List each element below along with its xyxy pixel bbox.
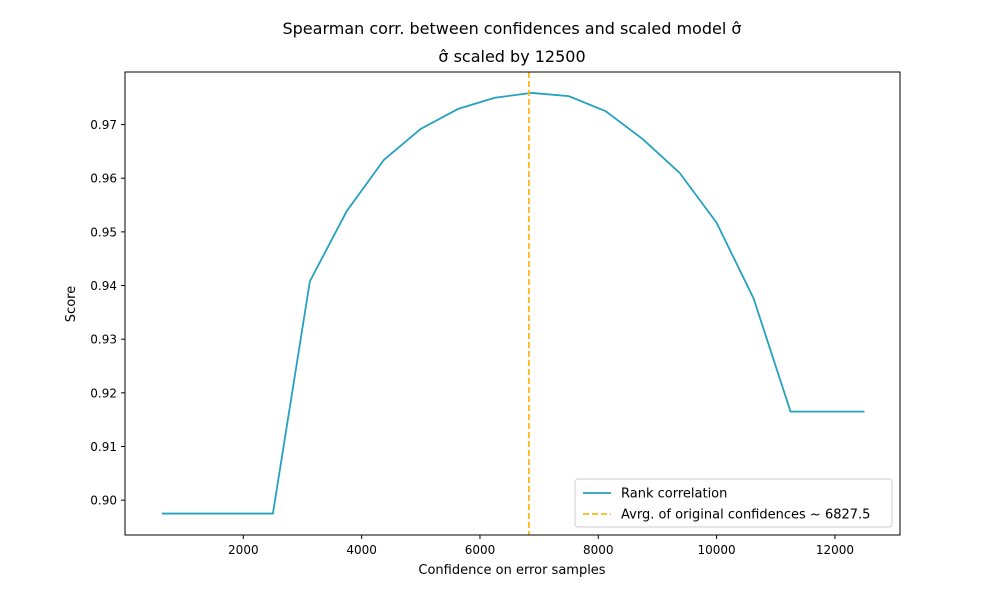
plot-area [161, 72, 865, 535]
y-tick-label: 0.97 [90, 118, 117, 132]
y-tick-label: 0.94 [90, 279, 117, 293]
x-tick-label: 6000 [465, 543, 496, 557]
y-tick-label: 0.90 [90, 494, 117, 508]
x-tick-label: 8000 [583, 543, 614, 557]
y-axis-label: Score [64, 286, 79, 322]
x-tick-label: 10000 [698, 543, 736, 557]
y-tick-label: 0.95 [90, 225, 117, 239]
legend-label-1: Avrg. of original confidences ~ 6827.5 [621, 508, 870, 523]
plot-frame [124, 71, 901, 536]
legend: Rank correlation Avrg. of original confid… [574, 478, 893, 528]
series-line-0 [161, 92, 865, 515]
legend-label-0: Rank correlation [621, 487, 727, 502]
x-tick-label: 12000 [816, 543, 854, 557]
y-tick-label: 0.92 [90, 386, 117, 400]
x-axis-label: Confidence on error samples [418, 563, 605, 578]
y-tick-label: 0.93 [90, 333, 117, 347]
legend-box [574, 478, 893, 528]
x-tick-label: 2000 [228, 543, 259, 557]
chart-title: Spearman corr. between confidences and s… [282, 19, 741, 38]
y-tick-label: 0.96 [90, 172, 117, 186]
x-tick-label: 4000 [346, 543, 377, 557]
y-tick-label: 0.91 [90, 440, 117, 454]
chart-subtitle: σ̂ scaled by 12500 [438, 47, 585, 66]
axes: 2000 4000 6000 8000 10000 12000 0.90 0.91 0.92 0.… [90, 71, 901, 557]
